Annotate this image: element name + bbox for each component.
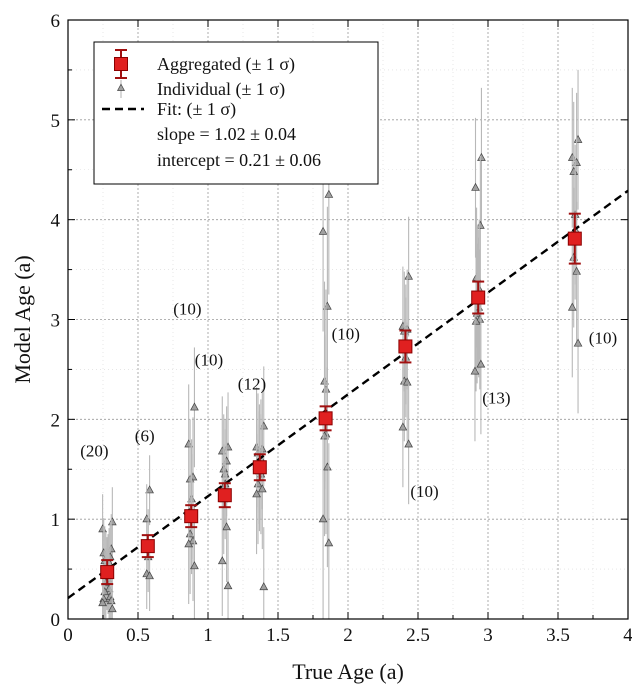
y-axis-label: Model Age (a) <box>10 255 35 383</box>
count-label: (12) <box>238 374 266 393</box>
legend-aggregated-label: Aggregated (± 1 σ) <box>157 54 295 75</box>
aggregated-point <box>141 540 154 553</box>
y-tick-label: 3 <box>51 311 61 332</box>
x-tick-label: 1 <box>203 625 213 646</box>
individual-point <box>260 583 268 590</box>
y-tick-label: 0 <box>51 610 61 631</box>
y-tick-label: 4 <box>51 211 61 232</box>
individual-point <box>405 272 413 279</box>
x-tick-label: 2.5 <box>406 625 430 646</box>
x-tick-label: 3.5 <box>546 625 570 646</box>
x-axis-label: True Age (a) <box>292 659 404 684</box>
y-tick-label: 2 <box>51 410 61 431</box>
legend-intercept-label: intercept = 0.21 ± 0.06 <box>157 150 321 170</box>
individual-point <box>325 539 333 546</box>
aggregated-point <box>472 291 485 304</box>
legend-individual-label: Individual (± 1 σ) <box>157 79 285 100</box>
individual-point <box>574 136 582 143</box>
count-label: (10) <box>589 328 617 347</box>
aggregated-point <box>319 412 332 425</box>
count-label: (6) <box>135 426 155 445</box>
individual-point <box>319 227 327 234</box>
individual-point <box>574 339 582 346</box>
x-tick-label: 0 <box>63 625 73 646</box>
count-label: (10) <box>195 350 223 369</box>
legend: Aggregated (± 1 σ) Individual (± 1 σ) Fi… <box>94 42 378 184</box>
x-tick-label: 1.5 <box>266 625 290 646</box>
individual-point <box>405 440 413 447</box>
x-tick-label: 4 <box>623 625 632 646</box>
individual-point <box>224 582 232 589</box>
count-labels: (20) (6) (10) (10) (12) (10) (10) (13) (10) <box>80 300 617 502</box>
individual-point <box>191 403 199 410</box>
y-tick-label: 5 <box>51 111 61 132</box>
individual-point <box>472 184 480 191</box>
legend-fit-label: Fit: (± 1 σ) <box>157 99 236 120</box>
y-tick-label: 1 <box>51 510 61 531</box>
individual-point <box>399 423 407 430</box>
legend-aggregated-square <box>115 58 128 71</box>
aggregated-point <box>218 489 231 502</box>
x-tick-label: 3 <box>483 625 493 646</box>
x-tick-label: 2 <box>343 625 353 646</box>
individual-point <box>478 154 486 161</box>
count-label: (13) <box>482 388 510 407</box>
y-tick-label: 6 <box>51 11 61 32</box>
individual-point <box>325 191 333 198</box>
individual-point <box>219 557 227 564</box>
aggregated-point <box>253 461 266 474</box>
count-label: (10) <box>332 324 360 343</box>
legend-slope-label: slope = 1.02 ± 0.04 <box>157 124 296 144</box>
count-label: (10) <box>173 300 201 319</box>
x-tick-label: 0.5 <box>126 625 150 646</box>
count-label: (10) <box>410 482 438 501</box>
aggregated-point <box>185 510 198 523</box>
aggregated-point <box>101 566 114 579</box>
count-label: (20) <box>80 441 108 460</box>
individual-point <box>569 303 577 310</box>
aggregated-point <box>399 340 412 353</box>
aggregated-point <box>568 232 581 245</box>
